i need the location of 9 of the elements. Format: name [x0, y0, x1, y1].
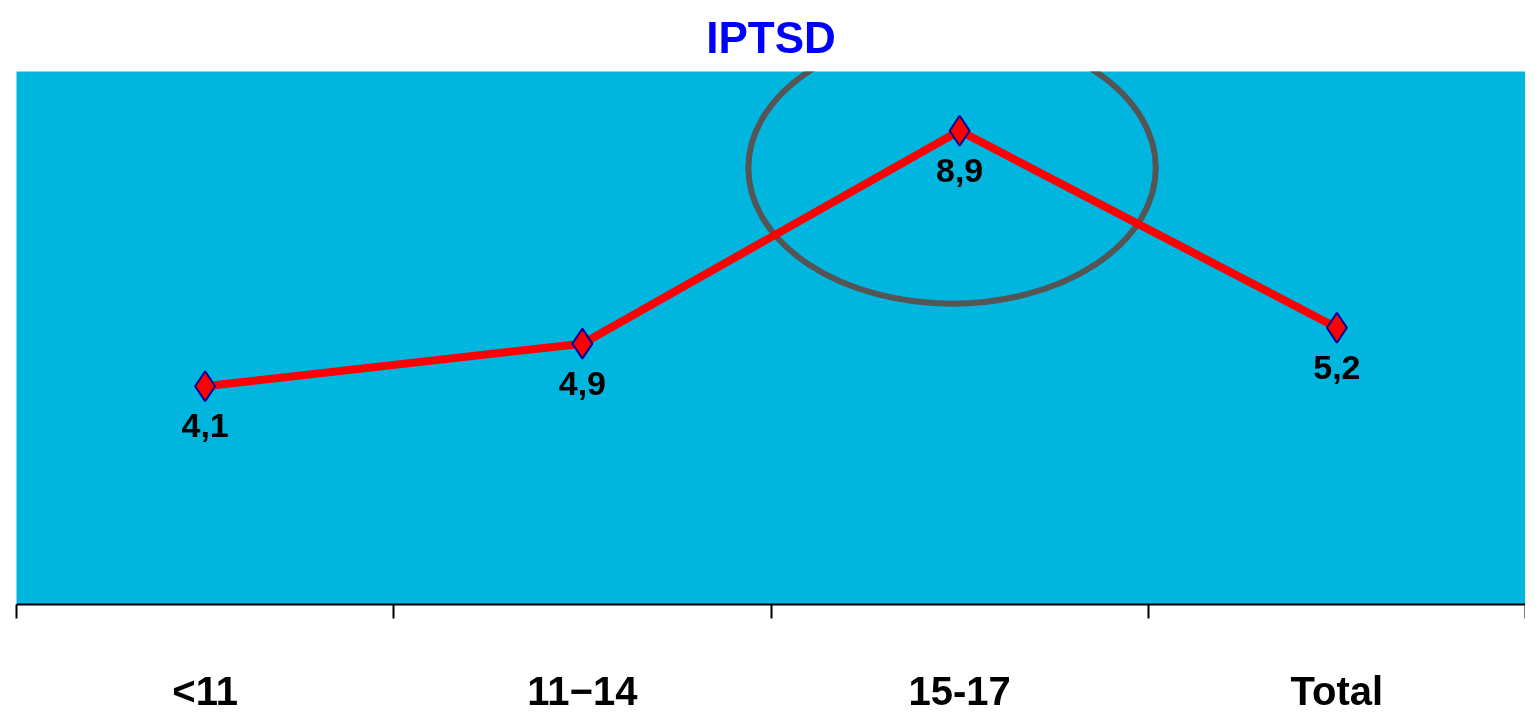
x-tick-label: <11 — [172, 668, 238, 713]
data-label: 8,9 — [935, 150, 984, 189]
data-label: 4,9 — [558, 363, 607, 402]
data-label: 5,2 — [1313, 347, 1361, 386]
x-tick-label: 15-17 — [908, 668, 1011, 713]
x-tick-label: 11−14 — [527, 668, 639, 713]
data-label: 4,1 — [181, 406, 229, 445]
chart-title: IPTSD — [706, 12, 836, 62]
x-tick-label: Total — [1290, 668, 1384, 713]
